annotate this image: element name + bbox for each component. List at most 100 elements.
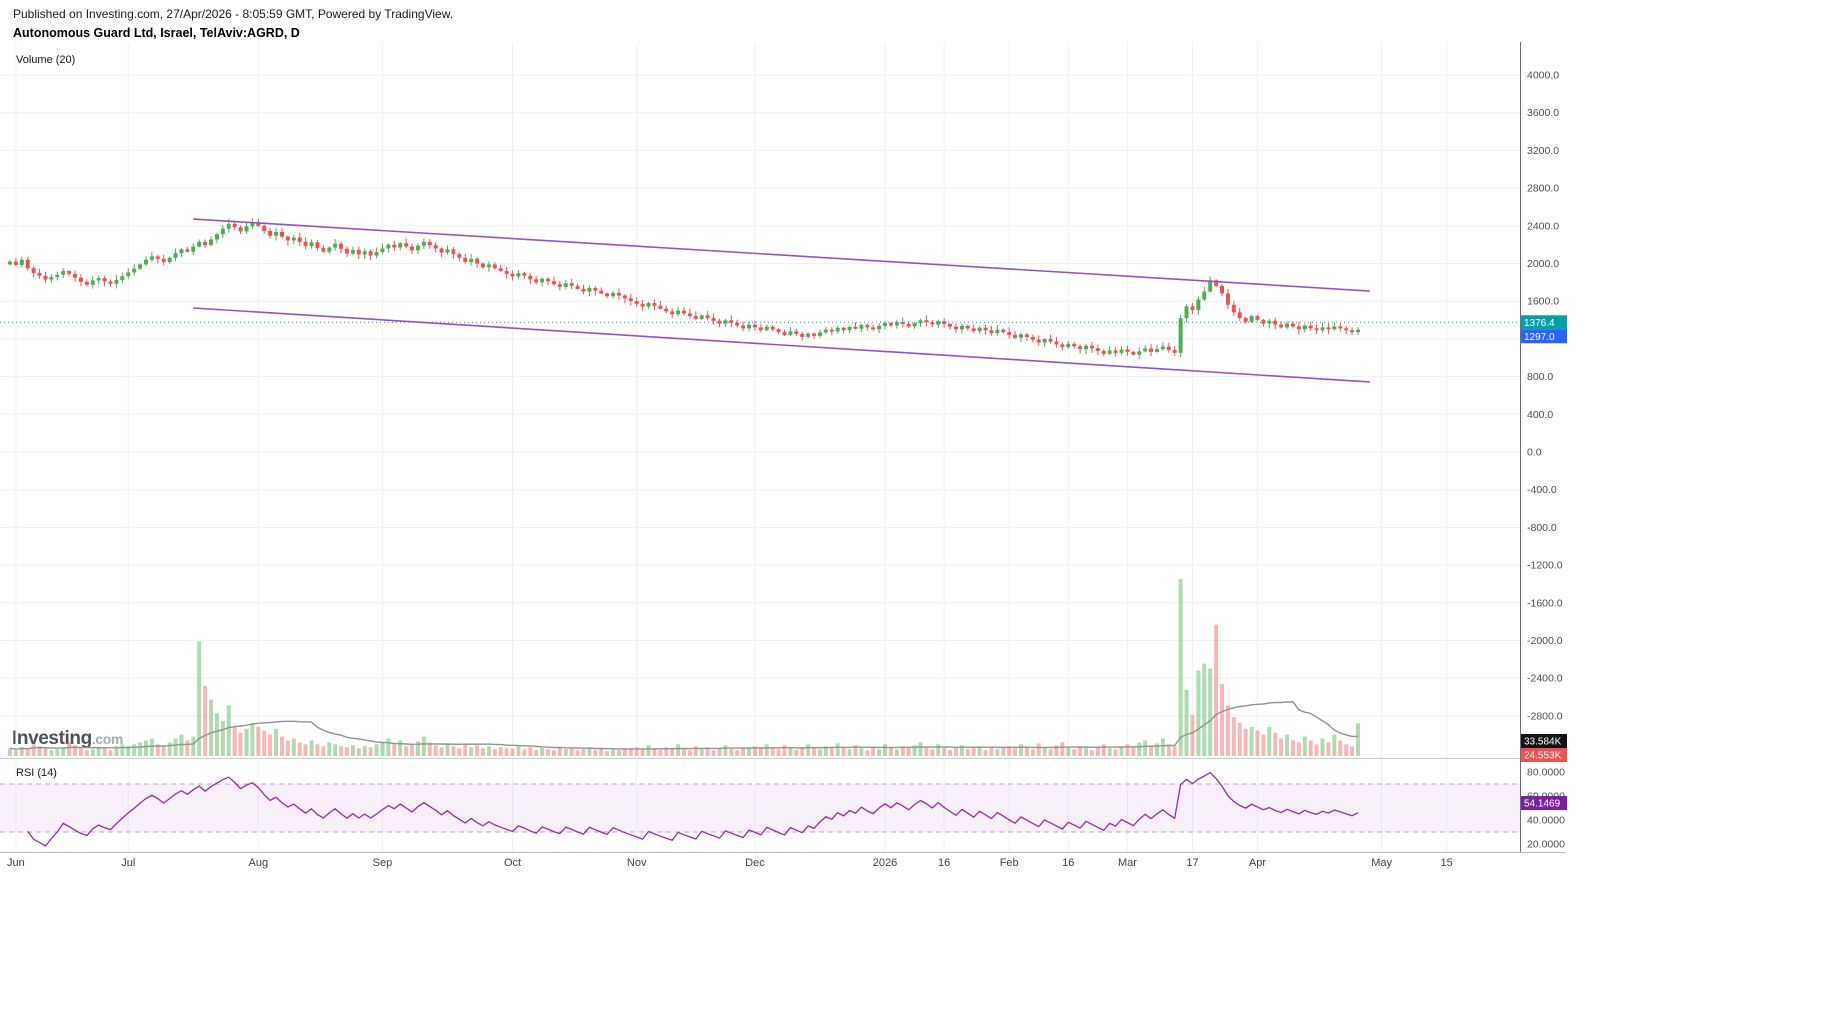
- candle-body: [203, 241, 208, 246]
- volume-bar: [90, 749, 95, 756]
- candle-body: [96, 278, 101, 281]
- volume-bar: [682, 748, 686, 756]
- candle-body: [859, 324, 864, 329]
- volume-bar: [924, 747, 929, 756]
- volume-bar: [965, 749, 970, 756]
- candle-body: [19, 259, 24, 265]
- candle-body: [120, 276, 125, 280]
- volume-bar: [291, 738, 296, 756]
- candle-body: [1261, 319, 1266, 324]
- watermark-brand: Investing: [12, 728, 92, 749]
- candle-body: [741, 325, 746, 329]
- volume-bar: [741, 747, 746, 756]
- candle-body: [486, 264, 491, 268]
- volume-bar: [1220, 684, 1225, 756]
- price-tick-label: 1600.0: [1527, 296, 1559, 308]
- candle-body: [782, 332, 787, 335]
- candle-body: [806, 333, 811, 337]
- candle-body: [971, 328, 976, 332]
- candle-body: [285, 236, 290, 241]
- candle-body: [197, 241, 202, 247]
- volume-bar: [1166, 744, 1171, 756]
- volume-bar: [906, 748, 911, 756]
- gridlines: [0, 42, 1520, 852]
- candle-body: [516, 273, 521, 277]
- candle-body: [888, 323, 893, 326]
- volume-bar: [1178, 579, 1183, 756]
- candle-body: [13, 261, 18, 265]
- volume-bar: [1243, 728, 1248, 756]
- volume-bar: [1089, 750, 1094, 756]
- candle-body: [587, 288, 592, 292]
- volume-bar: [8, 748, 12, 756]
- candle-body: [1019, 334, 1023, 338]
- candle-body: [368, 251, 373, 256]
- volume-bar: [356, 748, 361, 756]
- candle-body: [534, 279, 539, 283]
- volume-bar: [1149, 745, 1154, 756]
- volume-bar: [735, 750, 740, 756]
- candle-body: [1143, 348, 1148, 352]
- volume-bar: [1314, 744, 1319, 756]
- candle-body: [871, 327, 876, 330]
- price-tick-label: -400.0: [1527, 484, 1557, 496]
- candle-body: [1048, 339, 1053, 342]
- volume-bar: [611, 749, 616, 756]
- volume-bar: [776, 749, 781, 756]
- candle-body: [823, 329, 828, 333]
- candle-body: [1208, 280, 1213, 292]
- candle-body: [883, 323, 888, 326]
- volume-bar: [829, 748, 834, 756]
- candle-body: [108, 281, 113, 284]
- candle-body: [244, 226, 249, 232]
- candle-body: [1338, 326, 1343, 329]
- volume-bar: [421, 736, 426, 756]
- volume-bar: [1326, 742, 1331, 756]
- volume-bar: [676, 744, 681, 756]
- candle-body: [747, 324, 752, 329]
- volume-bar: [108, 750, 113, 756]
- candle-body: [717, 320, 722, 324]
- candle-body: [1131, 351, 1136, 355]
- volume-bar: [1054, 745, 1059, 756]
- price-tick-label: -800.0: [1527, 522, 1557, 534]
- candle-body: [427, 241, 432, 246]
- volume-bar: [953, 747, 958, 756]
- candle-body: [297, 237, 302, 242]
- candle-body: [232, 223, 237, 228]
- volume-bar: [853, 745, 858, 756]
- candle-body: [758, 327, 763, 331]
- candle-body: [699, 315, 704, 319]
- candle-body: [705, 315, 710, 319]
- rsi-badge: 54.1469: [1521, 796, 1567, 811]
- volume-bar: [1048, 749, 1053, 756]
- candle-body: [209, 239, 214, 246]
- volume-bar: [167, 742, 172, 756]
- volume-bar: [185, 740, 190, 756]
- candle-body: [421, 241, 426, 246]
- price-tick-label: 0.0: [1527, 447, 1542, 459]
- candle-body: [1231, 304, 1236, 313]
- volume-bar: [1019, 744, 1023, 756]
- volume-bar: [1007, 746, 1012, 756]
- candle-body: [161, 258, 166, 263]
- volume-bar: [711, 750, 716, 756]
- volume-bar: [262, 730, 267, 756]
- candle-body: [1166, 346, 1171, 351]
- price-tick-label: 4000.0: [1527, 70, 1559, 82]
- volume-bar: [1231, 717, 1236, 756]
- time-tick-label: Apr: [1249, 857, 1266, 869]
- volume-bar: [250, 722, 255, 756]
- candle-body: [350, 249, 355, 254]
- volume-bar: [433, 745, 438, 756]
- volume-bar: [747, 748, 752, 756]
- volume-bar: [1285, 734, 1290, 756]
- volume-bar: [1290, 740, 1295, 756]
- volume-bar: [285, 740, 290, 756]
- volume-bar: [664, 747, 669, 756]
- candle-body: [622, 295, 627, 299]
- candle-body: [723, 320, 728, 324]
- volume-bar: [717, 748, 722, 756]
- volume-bar: [894, 749, 899, 756]
